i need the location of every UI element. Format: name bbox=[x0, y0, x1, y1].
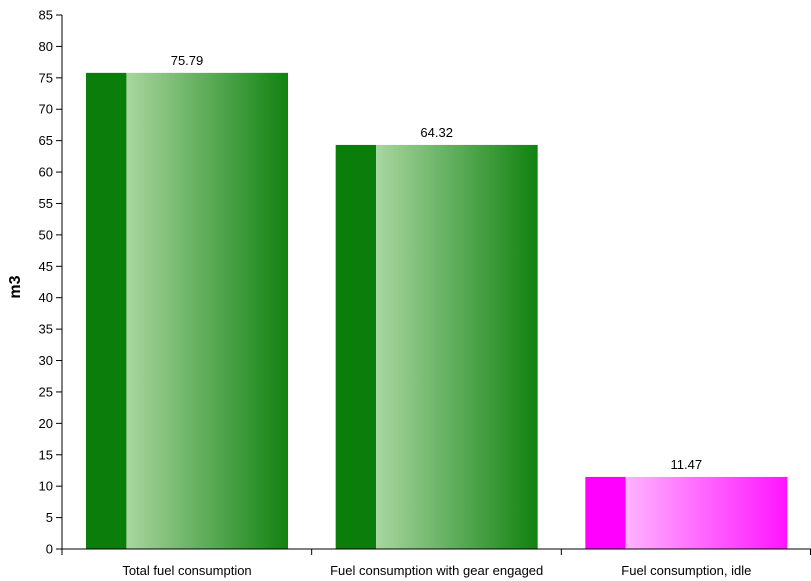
y-tick-label: 35 bbox=[39, 322, 53, 337]
y-tick-label: 70 bbox=[39, 102, 53, 117]
y-axis-title: m3 bbox=[7, 275, 24, 298]
bar-value-label: 64.32 bbox=[420, 125, 453, 140]
y-tick-label: 75 bbox=[39, 70, 53, 85]
y-tick-label: 80 bbox=[39, 39, 53, 54]
bar bbox=[585, 476, 788, 549]
y-tick-label: 10 bbox=[39, 479, 53, 494]
y-tick-label: 50 bbox=[39, 227, 53, 242]
y-axis: 0 5 10 15 20 25 30 35 40 45 50 55 60 65 70 75 80 85 bbox=[39, 8, 63, 557]
x-category-label: Fuel consumption with gear engaged bbox=[330, 563, 543, 578]
bar bbox=[335, 144, 538, 549]
y-tick-label: 55 bbox=[39, 196, 53, 211]
y-tick-label: 0 bbox=[46, 542, 53, 557]
bar bbox=[86, 72, 288, 549]
y-tick-label: 20 bbox=[39, 416, 53, 431]
y-tick-label: 85 bbox=[39, 8, 53, 23]
y-tick-label: 60 bbox=[39, 165, 53, 180]
y-tick-label: 5 bbox=[46, 510, 53, 525]
bars-group: 75.79 64.32 11.47 bbox=[86, 53, 788, 549]
y-tick-label: 40 bbox=[39, 290, 53, 305]
x-category-label: Fuel consumption, idle bbox=[621, 563, 751, 578]
y-tick-label: 45 bbox=[39, 259, 53, 274]
bar-value-label: 11.47 bbox=[671, 457, 703, 472]
y-tick-label: 30 bbox=[39, 353, 53, 368]
y-tick-label: 65 bbox=[39, 133, 53, 148]
x-axis: Total fuel consumption Fuel consumption w… bbox=[61, 548, 811, 578]
y-tick-label: 25 bbox=[39, 384, 53, 399]
x-category-label: Total fuel consumption bbox=[122, 563, 251, 578]
y-tick-label: 15 bbox=[39, 447, 53, 462]
bar-value-label: 75.79 bbox=[171, 53, 204, 68]
